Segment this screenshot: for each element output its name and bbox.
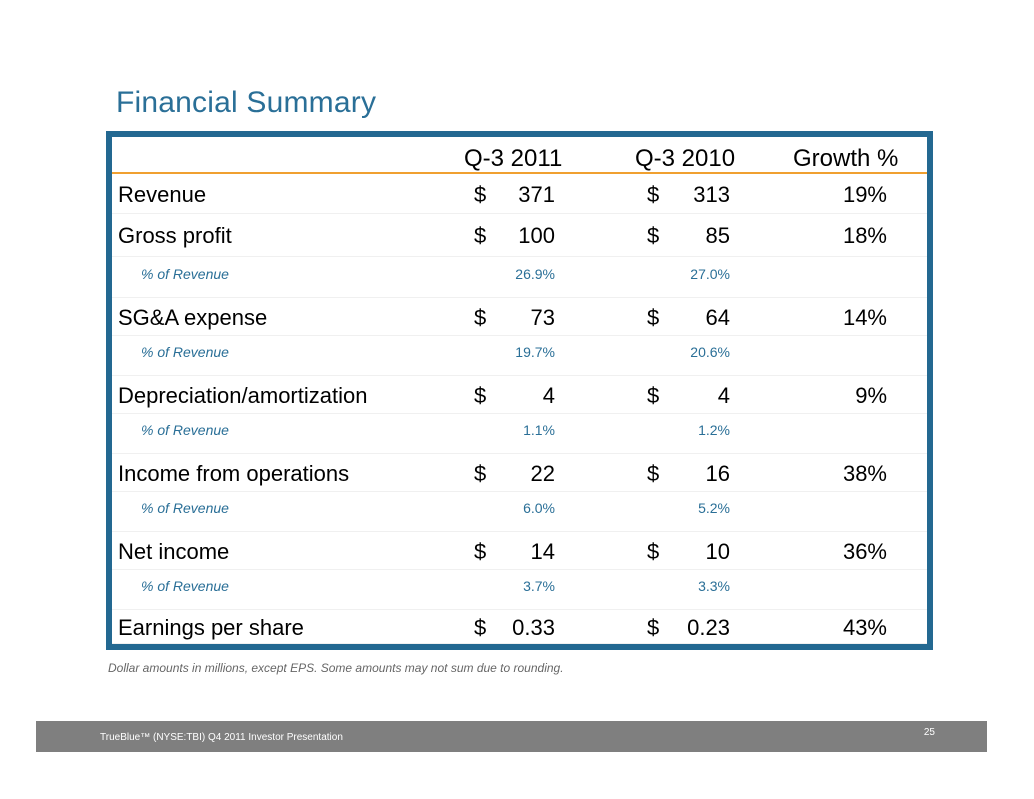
q3-2011-dollar-sign: $ [474,383,487,408]
table-row: Earnings per share $0.33 $0.23 43% [112,610,927,644]
row-label: % of Revenue [141,266,229,282]
q3-2010-dollar-sign: $ [647,182,660,207]
table-row: Income from operations $22 $16 38% [112,454,927,492]
q3-2011-percent: 1.1% [523,422,555,438]
q3-2010-percent: 20.6% [690,344,730,360]
q3-2010-percent: 27.0% [690,266,730,282]
table-row-percent-of-revenue: % of Revenue 19.7% 20.6% [112,336,927,376]
growth-value: 19% [842,182,887,207]
q3-2011-dollar-sign: $ [474,305,487,330]
footer-text: TrueBlue™ (NYSE:TBI) Q4 2011 Investor Pr… [100,732,343,743]
q3-2010-dollar-sign: $ [647,461,660,486]
table-row: Revenue $371 $313 19% [112,174,927,214]
growth-value: 38% [842,461,887,486]
financial-summary-table: Q-3 2011 Q-3 2010 Growth % Revenue $371 $3… [106,131,933,650]
row-label: % of Revenue [141,344,229,360]
footer-bar: TrueBlue™ (NYSE:TBI) Q4 2011 Investor Pr… [36,721,987,752]
q3-2011-dollar-sign: $ [474,539,487,564]
page-number: 25 [923,727,935,738]
q3-2010-percent: 5.2% [698,500,730,516]
growth-value: 18% [842,223,887,248]
growth-value: 43% [842,615,887,640]
q3-2011-value: 73 [530,305,555,330]
q3-2010-dollar-sign: $ [647,383,660,408]
q3-2010-value: 64 [705,305,730,330]
q3-2011-value: 4 [542,383,555,408]
q3-2010-percent: 3.3% [698,578,730,594]
column-header-q3-2011: Q-3 2011 [464,145,563,172]
q3-2011-value: 0.33 [512,615,555,640]
row-label: % of Revenue [141,578,229,594]
q3-2011-dollar-sign: $ [474,182,487,207]
q3-2011-percent: 3.7% [523,578,555,594]
row-label: Earnings per share [118,615,304,640]
row-label: Net income [118,539,230,564]
q3-2010-value: 4 [717,383,730,408]
q3-2010-value: 85 [705,223,730,248]
table-row: Net income $14 $10 36% [112,532,927,570]
table-row-percent-of-revenue: % of Revenue 26.9% 27.0% [112,257,927,298]
growth-value: 14% [842,305,887,330]
q3-2010-value: 0.23 [687,615,730,640]
q3-2010-dollar-sign: $ [647,223,660,248]
q3-2011-value: 22 [530,461,555,486]
page-title: Financial Summary [116,86,377,119]
q3-2010-dollar-sign: $ [647,539,660,564]
row-label: Depreciation/amortization [118,383,368,408]
row-label: % of Revenue [141,422,229,438]
q3-2010-value: 16 [705,461,730,486]
table-row-percent-of-revenue: % of Revenue 3.7% 3.3% [112,570,927,610]
q3-2010-percent: 1.2% [698,422,730,438]
q3-2011-dollar-sign: $ [474,223,487,248]
q3-2011-dollar-sign: $ [474,615,487,640]
q3-2010-value: 313 [693,182,730,207]
footnote: Dollar amounts in millions, except EPS. … [108,661,564,675]
q3-2010-value: 10 [705,539,730,564]
table-row: SG&A expense $73 $64 14% [112,298,927,336]
table-row-percent-of-revenue: % of Revenue 1.1% 1.2% [112,414,927,454]
q3-2011-percent: 26.9% [515,266,555,282]
table-row: Depreciation/amortization $4 $4 9% [112,376,927,414]
row-label: SG&A expense [118,305,268,330]
q3-2011-percent: 19.7% [515,344,555,360]
table-row: Gross profit $100 $85 18% [112,214,927,257]
q3-2011-value: 100 [518,223,555,248]
column-header-q3-2010: Q-3 2010 [635,145,736,172]
q3-2011-dollar-sign: $ [474,461,487,486]
column-header-growth: Growth % [793,145,899,172]
growth-value: 36% [842,539,887,564]
table-row-percent-of-revenue: % of Revenue 6.0% 5.2% [112,492,927,532]
row-label: Income from operations [118,461,350,486]
q3-2011-value: 371 [518,182,555,207]
table-header: Q-3 2011 Q-3 2010 Growth % [112,137,927,174]
q3-2010-dollar-sign: $ [647,305,660,330]
q3-2011-value: 14 [530,539,555,564]
row-label: Revenue [118,182,207,207]
row-label: % of Revenue [141,500,229,516]
growth-value: 9% [855,383,887,408]
q3-2011-percent: 6.0% [523,500,555,516]
row-label: Gross profit [118,223,232,248]
q3-2010-dollar-sign: $ [647,615,660,640]
